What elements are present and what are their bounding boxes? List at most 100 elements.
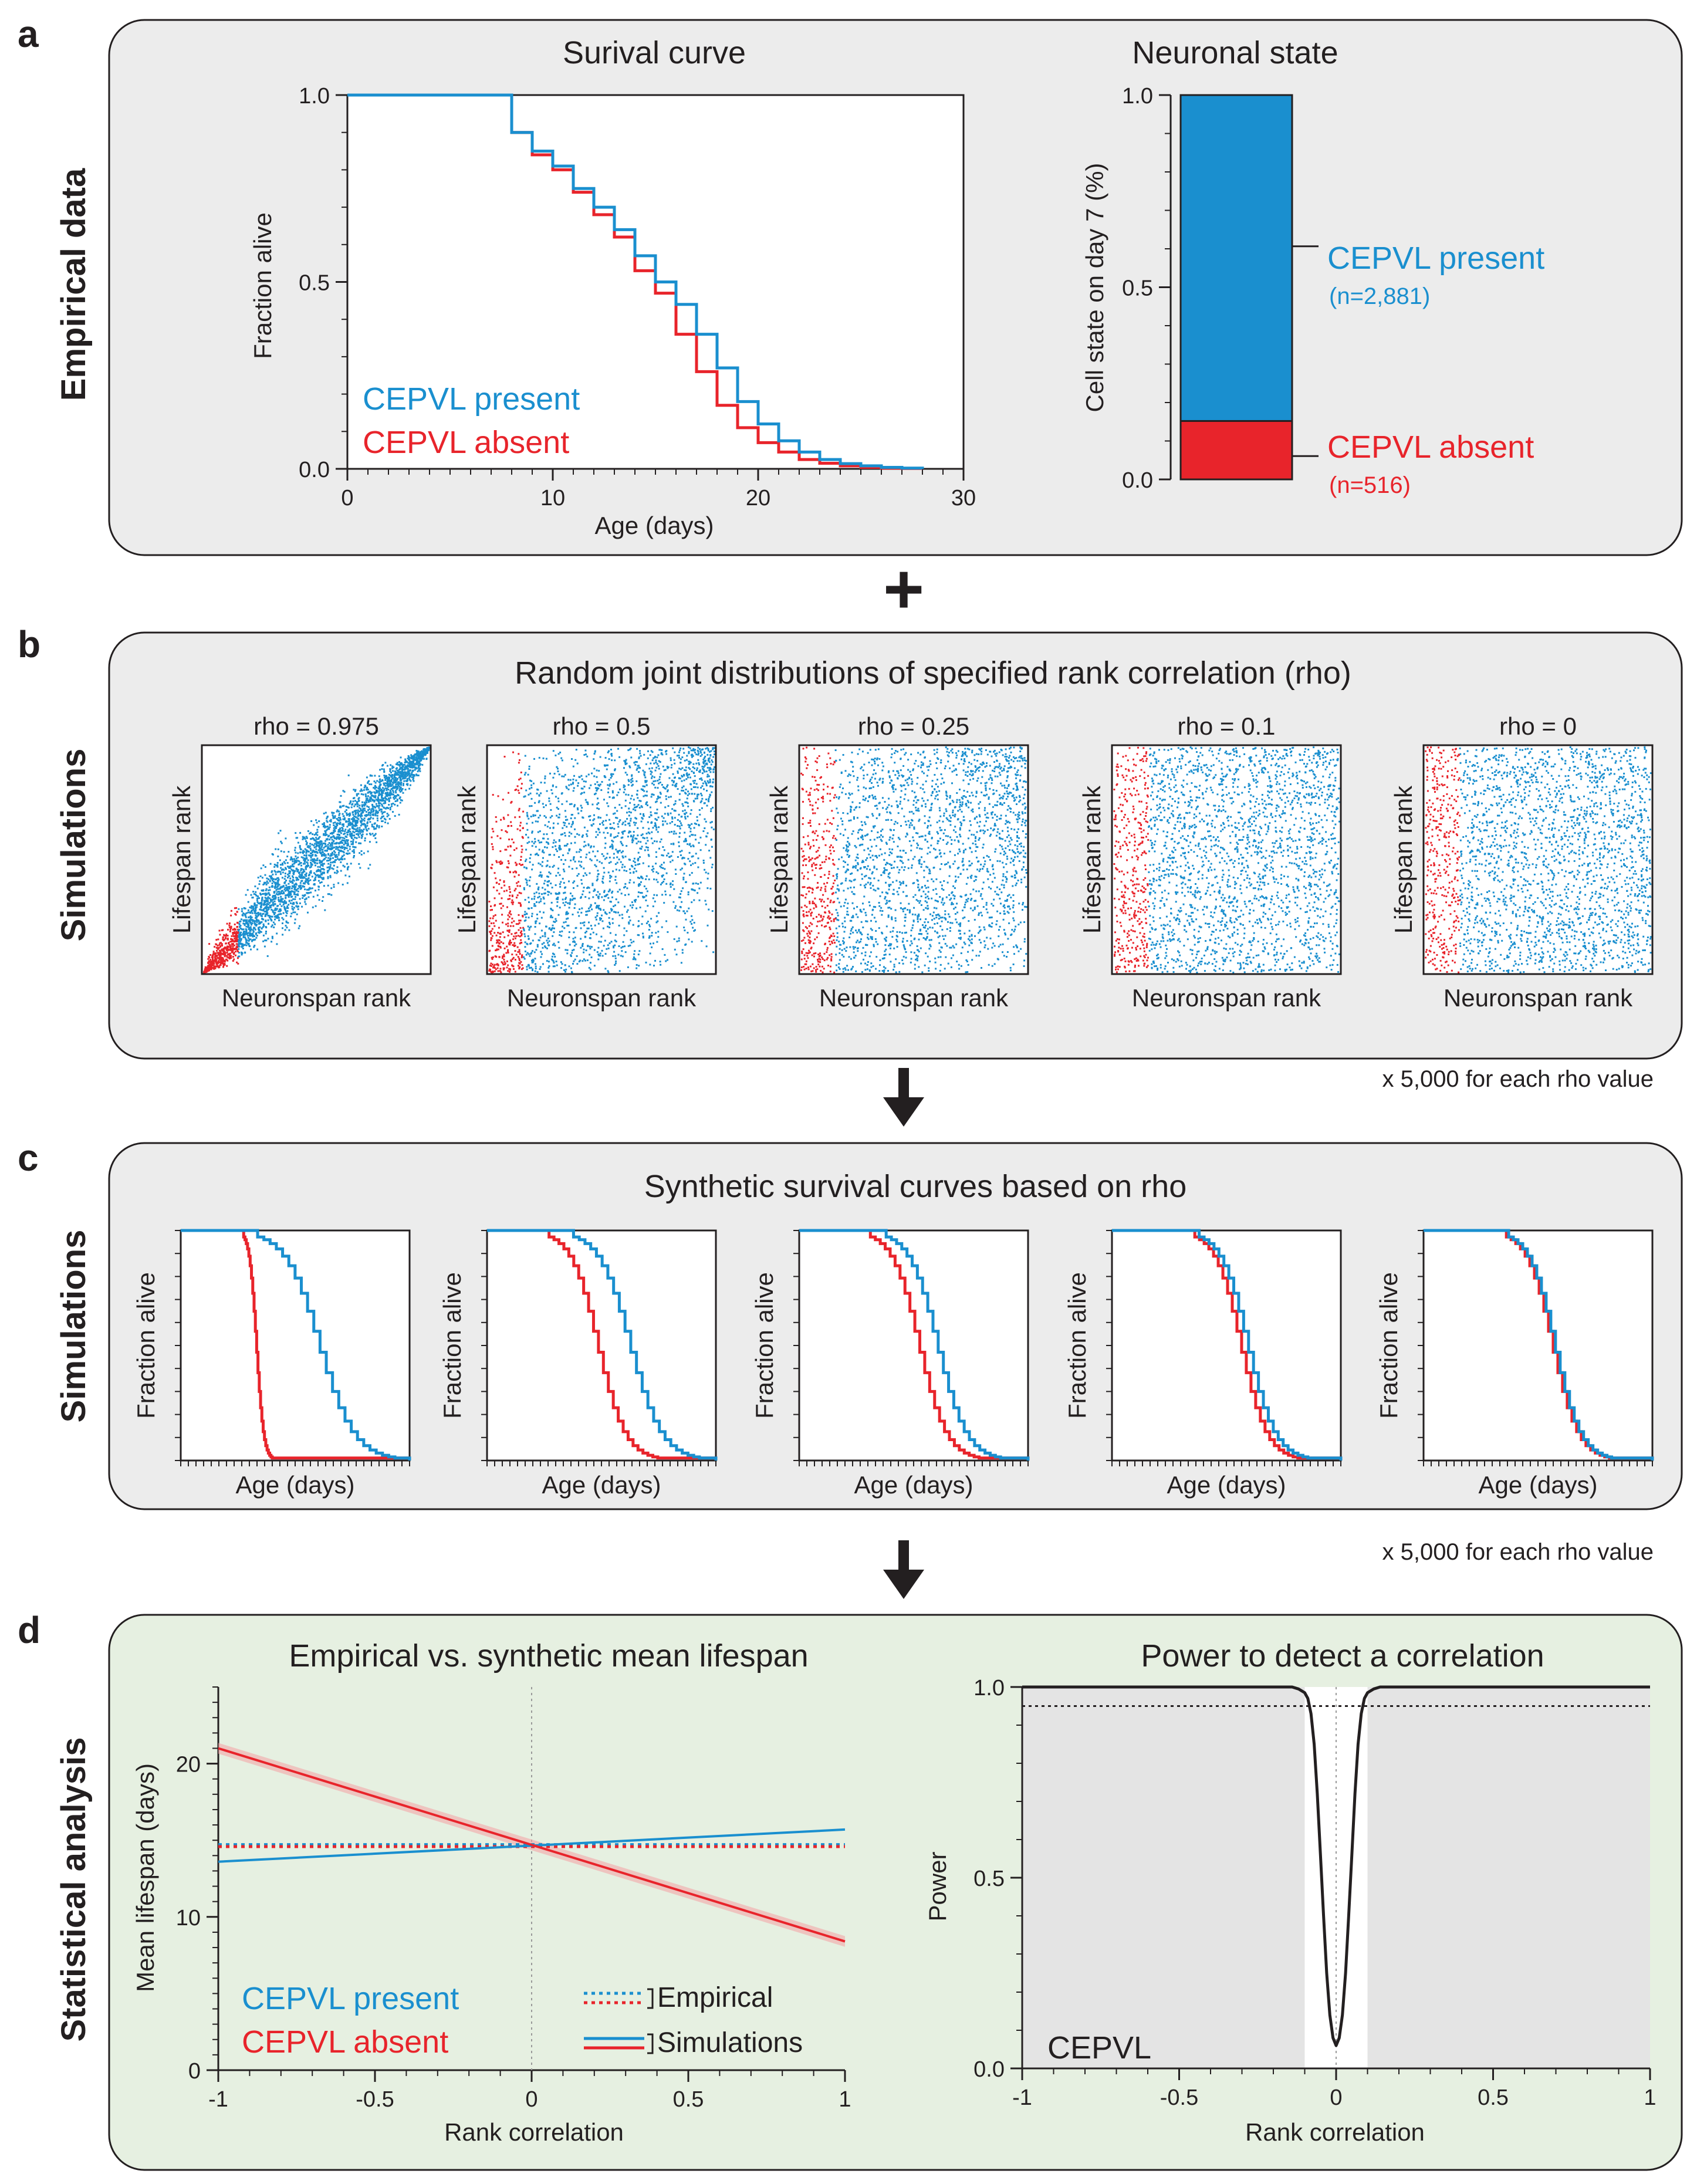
scatter-point (367, 809, 369, 811)
scatter-point (385, 792, 387, 794)
scatter-point (380, 799, 383, 801)
scatter-point (543, 942, 545, 944)
scatter-point (387, 822, 389, 824)
scatter-point (296, 913, 298, 915)
scatter-point (322, 877, 324, 879)
scatter-point (271, 871, 273, 873)
scatter-point (269, 915, 271, 917)
scatter-point (282, 885, 285, 888)
scatter-point (349, 831, 351, 833)
scatter-point (491, 935, 493, 937)
scatter-point (245, 944, 248, 946)
scatter-point (599, 952, 601, 955)
scatter-point (244, 934, 246, 936)
scatter-point (604, 895, 606, 897)
scatter-point (369, 833, 371, 835)
scatter-point (309, 887, 311, 889)
scatter-point (496, 939, 498, 941)
scatter-point (407, 768, 410, 770)
scatter-point (374, 782, 377, 784)
scatter-point (215, 939, 218, 941)
scatter-point (704, 818, 706, 820)
scatter-point (688, 750, 690, 753)
scatter-point (247, 926, 249, 928)
scatter-point (530, 784, 533, 786)
scatter-point (300, 875, 303, 878)
scatter-point (661, 784, 663, 786)
scatter-point (548, 797, 550, 800)
scatter-point (223, 952, 225, 955)
scatter-point (594, 793, 596, 796)
scatter-point (265, 932, 267, 935)
scatter-point (578, 834, 580, 836)
scatter-point (373, 800, 376, 803)
scatter-point (565, 913, 567, 915)
scatter-point (352, 820, 354, 823)
scatter-point (236, 939, 239, 941)
scatter-point (547, 838, 549, 840)
scatter-point (695, 762, 698, 765)
scatter-point (564, 816, 567, 818)
scatter-point (255, 891, 257, 893)
scatter-point (275, 915, 278, 917)
scatter-point (667, 767, 669, 769)
scatter-point (684, 929, 686, 932)
scatter-point (210, 965, 212, 967)
scatter-point (626, 773, 628, 776)
scatter-point (536, 914, 538, 915)
scatter-point (694, 793, 696, 795)
scatter-point (507, 918, 509, 921)
scatter-point (544, 846, 546, 848)
scatter-point (417, 765, 420, 767)
scatter-point (360, 784, 362, 786)
scatter-point (259, 880, 261, 883)
scatter-point (497, 964, 499, 966)
scatter-point (339, 837, 341, 839)
chart-a-state-ylabel: Cell state on day 7 (%) (1081, 163, 1108, 413)
scatter-point (280, 891, 282, 893)
scatter-point (316, 870, 319, 871)
scatter-point (596, 878, 599, 880)
scatter-point (650, 773, 652, 775)
scatter-point (337, 854, 340, 856)
scatter-point (648, 855, 650, 857)
scatter-point (570, 803, 573, 805)
scatter-point (299, 884, 302, 887)
scatter-point (388, 818, 391, 820)
scatter-point (296, 877, 299, 879)
scatter-point (337, 848, 339, 851)
scatter-point (499, 932, 502, 935)
scatter-point (623, 760, 626, 762)
scatter-point (360, 808, 362, 810)
scatter-point (286, 907, 288, 909)
scatter-point (559, 885, 562, 888)
scatter-point (556, 964, 558, 966)
scatter-point (604, 757, 607, 759)
scatter-point (686, 755, 688, 757)
scatter-point (392, 811, 394, 813)
scatter-point (566, 826, 568, 828)
scatter-point (567, 924, 570, 927)
scatter-point (633, 953, 635, 955)
scatter-point (346, 812, 348, 814)
scatter-point (406, 772, 408, 774)
scatter-point (701, 779, 703, 781)
scatter-point (324, 843, 327, 846)
scatter-point (408, 758, 411, 760)
scatter-point (276, 891, 278, 893)
scatter-point (320, 874, 323, 876)
scatter-point (255, 917, 257, 919)
scatter-point (356, 833, 358, 836)
scatter-point (366, 797, 369, 800)
scatter-point (280, 850, 282, 853)
scatter-point (232, 956, 234, 958)
scatter-point (272, 904, 275, 907)
scatter-point (235, 943, 238, 945)
scatter-point (282, 922, 283, 924)
scatter-point (695, 823, 697, 825)
scatter-point (333, 853, 336, 856)
scatter-point (236, 936, 239, 938)
scatter-point (651, 751, 654, 753)
scatter-point (374, 796, 377, 799)
scatter-point (287, 893, 289, 895)
